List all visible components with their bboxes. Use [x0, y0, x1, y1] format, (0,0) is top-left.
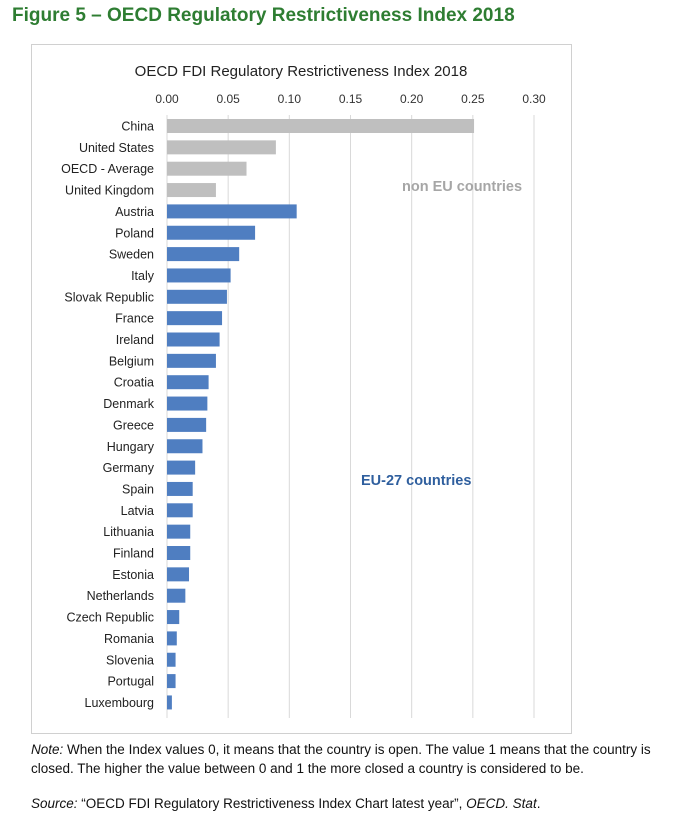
x-tick-label: 0.00 [155, 92, 179, 106]
bar [167, 397, 207, 411]
source-publisher: OECD. Stat [466, 796, 537, 811]
category-label: Portugal [107, 675, 154, 689]
bar [167, 482, 193, 496]
category-label: Ireland [116, 333, 154, 347]
category-label: Denmark [103, 397, 154, 411]
annotation-eu: EU-27 countries [361, 473, 471, 489]
category-label: Slovenia [106, 653, 154, 667]
figure-title: Figure 5 – OECD Regulatory Restrictivene… [12, 5, 515, 27]
bars [167, 119, 474, 709]
source-end: . [537, 796, 541, 811]
category-label: United Kingdom [65, 184, 154, 198]
category-label: Czech Republic [66, 611, 154, 625]
x-tick-label: 0.05 [216, 92, 240, 106]
bar [167, 268, 231, 282]
category-label: France [115, 312, 154, 326]
bar [167, 439, 202, 453]
bar [167, 503, 193, 517]
category-label: Luxembourg [85, 696, 155, 710]
category-label: Italy [131, 269, 155, 283]
bar [167, 674, 176, 688]
bar [167, 226, 255, 240]
note: Note: When the Index values 0, it means … [31, 740, 683, 778]
category-label: Greece [113, 418, 154, 432]
category-label: Germany [103, 461, 155, 475]
bar [167, 653, 176, 667]
bar [167, 162, 247, 176]
bar [167, 140, 276, 154]
bar [167, 311, 222, 325]
x-tick-label: 0.30 [522, 92, 546, 106]
bar [167, 546, 190, 560]
bar [167, 461, 195, 475]
bar [167, 247, 239, 261]
bar [167, 418, 206, 432]
category-labels: China United States OECD - Average United K… [61, 120, 155, 710]
bar [167, 183, 216, 197]
category-label: OECD - Average [61, 162, 154, 176]
bar [167, 119, 474, 133]
bar [167, 589, 185, 603]
category-label: Lithuania [103, 525, 154, 539]
x-tick-label: 0.25 [461, 92, 485, 106]
bar [167, 631, 177, 645]
bar [167, 525, 190, 539]
category-label: Croatia [114, 376, 154, 390]
category-label: Netherlands [87, 589, 154, 603]
category-label: Slovak Republic [64, 290, 154, 304]
note-text: When the Index values 0, it means that t… [31, 742, 651, 776]
chart-area: OECD FDI Regulatory Restrictiveness Inde… [31, 44, 572, 734]
x-axis-ticks: 0.00 0.05 0.10 0.15 0.20 0.25 0.30 [155, 92, 546, 106]
bar [167, 375, 209, 389]
note-label: Note: [31, 742, 63, 757]
source-text: “OECD FDI Regulatory Restrictiveness Ind… [78, 796, 467, 811]
bar [167, 695, 172, 709]
category-label: United States [79, 141, 154, 155]
category-label: China [121, 120, 154, 134]
bar [167, 204, 297, 218]
source-label: Source: [31, 796, 78, 811]
bar [167, 610, 179, 624]
category-label: Estonia [112, 568, 154, 582]
bar [167, 290, 227, 304]
category-label: Austria [115, 205, 154, 219]
x-tick-label: 0.15 [339, 92, 363, 106]
category-label: Romania [104, 632, 154, 646]
category-label: Spain [122, 482, 154, 496]
category-label: Finland [113, 547, 154, 561]
x-tick-label: 0.10 [278, 92, 302, 106]
category-label: Sweden [109, 248, 154, 262]
bar [167, 567, 189, 581]
category-label: Poland [115, 226, 154, 240]
x-tick-label: 0.20 [400, 92, 424, 106]
annotation-non-eu: non EU countries [402, 179, 522, 195]
chart-title: OECD FDI Regulatory Restrictiveness Inde… [135, 63, 468, 80]
source: Source: “OECD FDI Regulatory Restrictive… [31, 796, 683, 811]
bar [167, 354, 216, 368]
category-label: Belgium [109, 354, 154, 368]
category-label: Latvia [121, 504, 154, 518]
category-label: Hungary [107, 440, 155, 454]
bar [167, 333, 220, 347]
bar-chart: OECD FDI Regulatory Restrictiveness Inde… [32, 45, 571, 733]
